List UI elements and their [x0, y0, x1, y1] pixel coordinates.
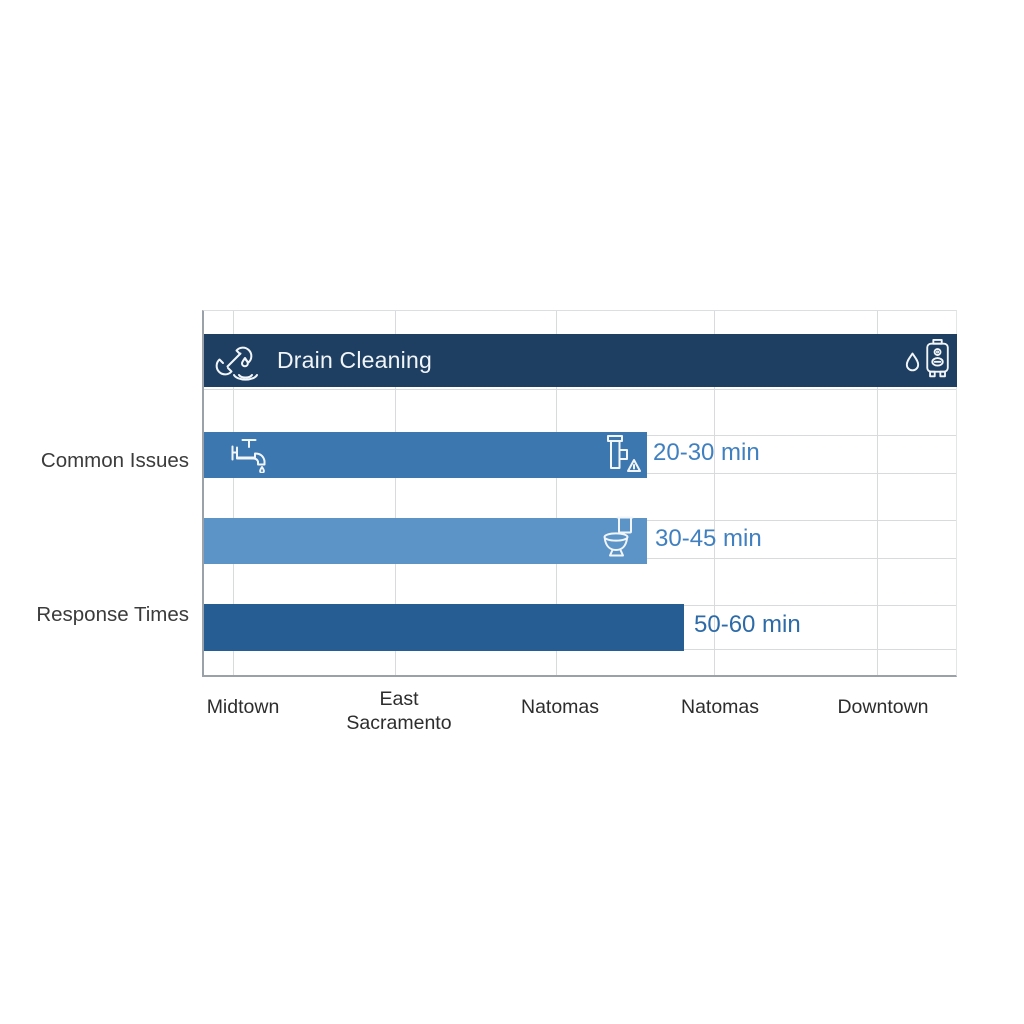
value-label: 20-30 min	[653, 439, 760, 466]
gridline-horizontal	[204, 389, 956, 390]
plot-area: Drain Cleaning	[202, 310, 957, 677]
x-axis-label-east-sacramento: East Sacramento	[346, 688, 452, 734]
bar-faucet-issue	[204, 432, 647, 478]
gridline-vertical	[714, 311, 715, 675]
gridline-vertical	[233, 311, 234, 675]
bar-response-time	[204, 604, 684, 651]
pipe-warning-icon	[607, 435, 641, 472]
gridline-vertical	[395, 311, 396, 675]
row-label-common-issues: Common Issues	[40, 449, 189, 472]
chart-title: Drain Cleaning	[277, 347, 432, 373]
x-axis-label-natomas-2: Natomas	[680, 696, 760, 718]
bar-toilet-issue	[204, 516, 647, 564]
x-axis-label-midtown: Midtown	[206, 696, 280, 718]
row-label-response-times: Response Times	[36, 603, 189, 626]
wrench-ripple-icon	[215, 346, 258, 381]
gridline-vertical	[877, 311, 878, 675]
droplet-icon	[905, 352, 920, 372]
x-axis-label-natomas-1: Natomas	[520, 696, 600, 718]
x-axis-label-downtown: Downtown	[837, 696, 929, 718]
gridline-vertical	[556, 311, 557, 675]
faucet-icon	[231, 439, 266, 473]
header-banner-bar: Drain Cleaning	[204, 334, 957, 387]
value-label: 50-60 min	[694, 611, 801, 638]
water-heater-icon	[926, 338, 949, 378]
value-label: 30-45 min	[655, 525, 762, 552]
toilet-icon	[603, 516, 634, 557]
